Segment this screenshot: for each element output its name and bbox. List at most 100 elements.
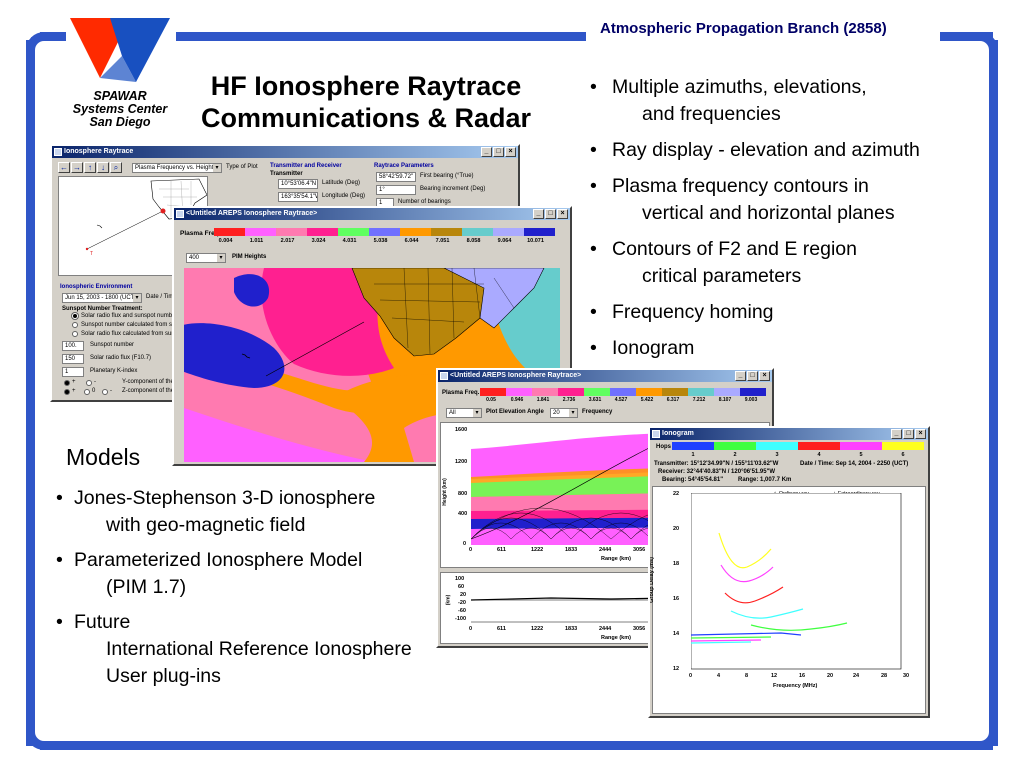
x-tick: 8	[745, 673, 749, 679]
hop-swatch	[798, 442, 840, 450]
minimize-button[interactable]: _	[481, 147, 492, 157]
model-text: Jones-Stephenson 3-D ionosphere	[74, 487, 376, 509]
plasma-freq-legend	[480, 388, 766, 396]
y-plus-radio[interactable]	[64, 380, 70, 386]
minimize-button[interactable]: _	[533, 209, 544, 219]
az-y-tick: -20	[458, 600, 466, 606]
solar-flux-label: Solar radio flux (F10.7)	[90, 355, 152, 361]
z-zero-radio[interactable]	[84, 389, 90, 395]
first-bearing-field[interactable]: 58°42'59.72"	[376, 172, 416, 182]
window-icon	[54, 148, 62, 156]
frequency-label: Frequency	[582, 409, 613, 415]
close-button[interactable]: ×	[557, 209, 568, 219]
window-icon	[440, 372, 448, 380]
az-y-tick: 20	[460, 592, 467, 598]
x-tick: 3056	[633, 626, 646, 632]
z-minus-radio[interactable]	[102, 389, 108, 395]
legend-value: 9.003	[744, 397, 758, 403]
x-tick: 0	[469, 547, 473, 553]
window-titlebar[interactable]: <Untitled AREPS Ionosphere Raytrace> _ □ ×	[174, 208, 570, 220]
model-cont: (PIM 1.7)	[106, 576, 187, 598]
y-tick: 12	[673, 666, 680, 672]
minimize-button[interactable]: _	[891, 429, 902, 439]
models-heading: Models	[66, 444, 141, 470]
legend-swatch	[524, 228, 555, 236]
model-item: Jones-Stephenson 3-D ionosphere with geo-…	[56, 485, 496, 539]
latitude-field[interactable]: 10°53'06.4"N	[278, 179, 318, 189]
window-titlebar[interactable]: Ionosphere Raytrace _ □ ×	[52, 146, 518, 158]
legend-swatch	[688, 388, 714, 396]
num-bearings-label: Number of bearings	[398, 199, 451, 205]
option-2-label: Sunspot number calculated from so	[81, 322, 176, 328]
radio-option-2[interactable]	[72, 322, 78, 328]
spawar-logo: SPAWAR Systems Center San Diego	[66, 16, 174, 129]
zoom-icon[interactable]: ⌕	[110, 162, 122, 173]
plasma-freq-values: 0.05 0.946 1.841 2.736 3.631 4.527 5.422 6.317 7…	[478, 397, 764, 403]
legend-value: 1.841	[536, 397, 550, 403]
plot-type-select[interactable]: Plasma Frequency vs. Height	[132, 163, 222, 173]
model-text: Parameterized Ionosphere Model	[74, 549, 363, 571]
legend-value: 4.031	[342, 238, 357, 244]
az-y-tick: 60	[458, 584, 465, 590]
pim-height-select[interactable]: 400	[186, 253, 226, 263]
maximize-button[interactable]: □	[545, 209, 556, 219]
arrow-left-icon[interactable]: ←	[58, 162, 70, 173]
feature-list: Multiple azimuths, elevations, and freque…	[590, 74, 1015, 371]
plasma-freq-label: Plasma Freq.	[180, 230, 221, 237]
maximize-button[interactable]: □	[903, 429, 914, 439]
feature-text: Ionogram	[612, 337, 695, 359]
ionogram-trace	[691, 493, 902, 670]
solar-flux-field[interactable]: 150	[62, 354, 84, 364]
az-y-tick: -60	[458, 608, 466, 614]
date-time-select[interactable]: Jun 15, 2003 - 1800 (UCT)	[62, 293, 142, 303]
hop-swatch	[714, 442, 756, 450]
arrow-down-icon[interactable]: ↓	[97, 162, 109, 173]
hop-swatch	[840, 442, 882, 450]
minimize-button[interactable]: _	[735, 371, 746, 381]
close-button[interactable]: ×	[915, 429, 926, 439]
frequency-select[interactable]: 20	[550, 408, 578, 418]
legend-value: 2.736	[562, 397, 576, 403]
ionogram-plot: △ Ordinary ray + Extraordinary ray 22 20…	[650, 486, 926, 714]
longitude-field[interactable]: 163°35'54.1"W	[278, 192, 318, 202]
sunspot-number-field[interactable]: 100.	[62, 341, 84, 351]
window-titlebar[interactable]: <Untitled AREPS Ionosphere Raytrace> _ □ ×	[438, 370, 772, 382]
areps-map-window[interactable]: <Untitled AREPS Ionosphere Raytrace> _ □ ×…	[172, 206, 572, 466]
azimuth-select[interactable]: All	[446, 408, 482, 418]
plasma-freq-legend	[214, 228, 555, 236]
maximize-button[interactable]: □	[493, 147, 504, 157]
radio-option-3[interactable]	[72, 331, 78, 337]
legend-swatch	[480, 388, 506, 396]
z-plus-radio[interactable]	[64, 389, 70, 395]
window-titlebar[interactable]: Ionogram _ □ ×	[650, 428, 928, 440]
x-tick: 1222	[531, 547, 544, 553]
close-button[interactable]: ×	[759, 371, 770, 381]
hops-legend	[672, 442, 924, 450]
hop-swatch	[882, 442, 924, 450]
svg-text:T: T	[90, 251, 93, 257]
radio-option-1[interactable]	[72, 313, 78, 319]
x-tick: 0	[469, 626, 473, 632]
close-button[interactable]: ×	[505, 147, 516, 157]
arrow-right-icon[interactable]: →	[71, 162, 83, 173]
receiver-info: Receiver: 32°44'40.83"N / 120°06'51.95"W	[658, 469, 776, 475]
feature-text: Ray display - elevation and azimuth	[612, 139, 920, 161]
k-index-field[interactable]: 1	[62, 367, 84, 377]
y-minus-radio[interactable]	[86, 380, 92, 386]
maximize-button[interactable]: □	[747, 371, 758, 381]
legend-swatch	[558, 388, 584, 396]
y-tick: 16	[673, 596, 680, 602]
legend-swatch	[493, 228, 524, 236]
arrow-up-icon[interactable]: ↑	[84, 162, 96, 173]
tx-rx-section: Transmitter and Receiver	[270, 163, 342, 169]
bearing-increment-field[interactable]: 1°	[376, 185, 416, 195]
z-zero-label: 0	[92, 388, 96, 394]
legend-swatch	[400, 228, 431, 236]
x-tick: 2444	[599, 547, 612, 553]
x-tick: 30	[903, 673, 910, 679]
pim-heights-label: PIM Heights	[232, 254, 267, 260]
legend-swatch	[245, 228, 276, 236]
feature-text: Contours of F2 and E region	[612, 238, 857, 260]
feature-item: Multiple azimuths, elevations, and freque…	[590, 74, 1015, 128]
